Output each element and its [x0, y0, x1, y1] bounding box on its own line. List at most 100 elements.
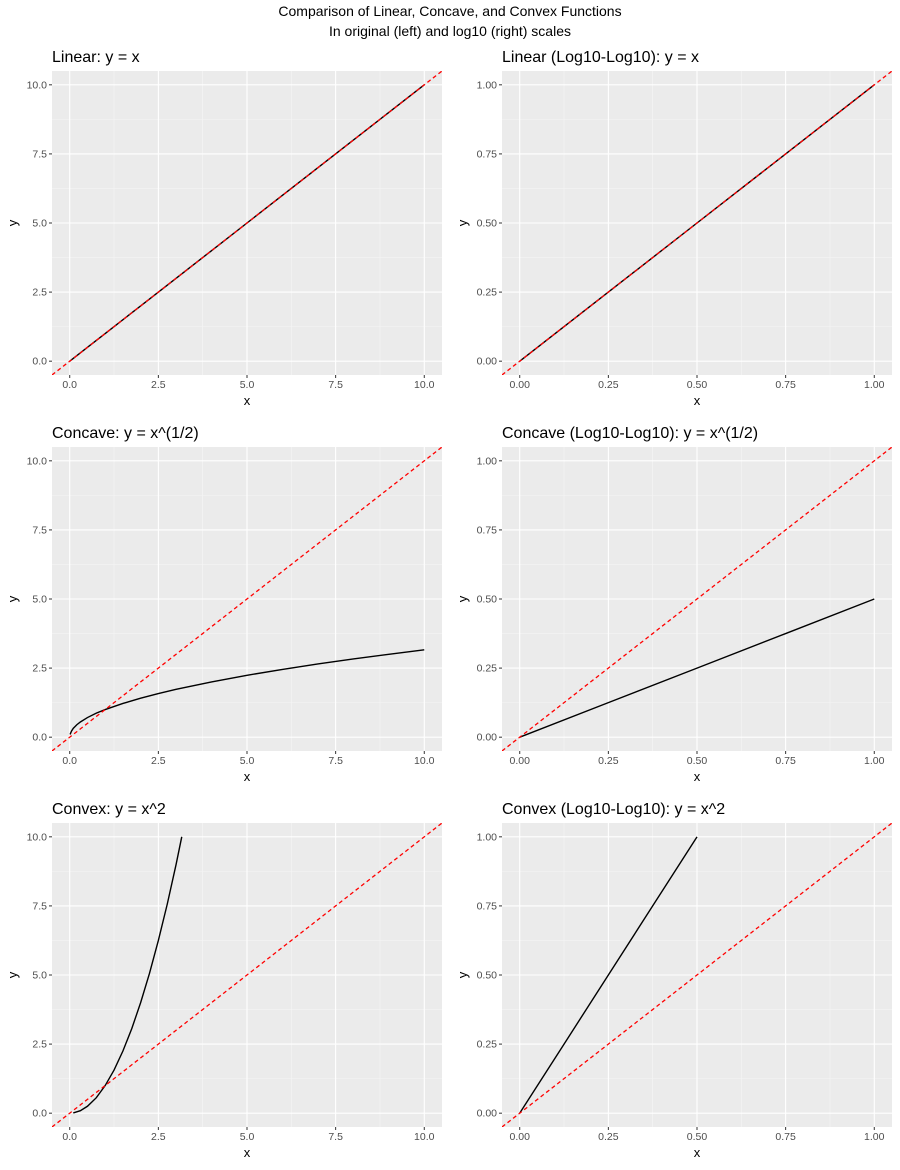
- y-tick-label: 0.25: [477, 663, 498, 675]
- x-tick-label: 0.0: [62, 755, 77, 767]
- y-tick-label: 1.00: [477, 831, 498, 843]
- y-axis-label: y: [5, 971, 20, 978]
- x-tick-label: 10.0: [414, 1131, 435, 1143]
- y-tick-label: 1.00: [477, 79, 498, 91]
- x-tick-label: 7.5: [328, 379, 343, 391]
- chart-title: Linear: y = x: [52, 49, 140, 66]
- reference-line-y-equals-x: [52, 447, 442, 751]
- x-tick-label: 0.50: [687, 755, 708, 767]
- y-tick-label: 0.75: [477, 148, 498, 160]
- x-tick-label: 5.0: [240, 1131, 255, 1143]
- y-tick-label: 0.50: [477, 970, 498, 982]
- figure-subtitle: In original (left) and log10 (right) sca…: [328, 23, 571, 39]
- x-tick-label: 10.0: [414, 379, 435, 391]
- y-tick-label: 0.50: [477, 594, 498, 606]
- y-axis-label: y: [455, 595, 470, 602]
- y-tick-label: 0.00: [477, 732, 498, 744]
- y-tick-label: 7.5: [32, 900, 47, 912]
- chart-panel-4: 0.00 0.25 0.50 0.75 1.00 0.00 0.25 0.50 0.75 1.00…: [455, 425, 892, 784]
- reference-line-y-equals-x: [52, 71, 442, 375]
- x-tick-label: 5.0: [240, 379, 255, 391]
- y-tick-label: 0.75: [477, 900, 498, 912]
- y-tick-label: 0.0: [32, 732, 47, 744]
- major-gridlines: [52, 447, 442, 751]
- x-tick-label: 0.0: [62, 379, 77, 391]
- y-tick-label: 7.5: [32, 524, 47, 536]
- y-tick-label: 7.5: [32, 148, 47, 160]
- y-tick-label: 0.0: [32, 1108, 47, 1120]
- y-tick-label: 5.0: [32, 594, 47, 606]
- chart-panel-3: 0.0 2.5 5.0 7.5 10.0 0.0 2.5 5.0 7.5 10.0 x y Concav…: [5, 425, 442, 784]
- x-tick-label: 0.00: [510, 379, 531, 391]
- x-axis-label: x: [244, 769, 251, 784]
- y-tick-label: 10.0: [27, 79, 48, 91]
- y-tick-label: 0.0: [32, 356, 47, 368]
- x-tick-label: 2.5: [151, 379, 166, 391]
- chart-panel-1: 0.0 2.5 5.0 7.5 10.0 0.0 2.5 5.0 7.5 10.0 x y Linear…: [5, 49, 442, 408]
- y-axis-label: y: [455, 971, 470, 978]
- y-tick-label: 10.0: [27, 831, 48, 843]
- x-tick-label: 7.5: [328, 755, 343, 767]
- y-tick-label: 10.0: [27, 455, 48, 467]
- x-tick-label: 7.5: [328, 1131, 343, 1143]
- y-axis-label: y: [455, 219, 470, 226]
- x-tick-label: 0.25: [598, 1131, 619, 1143]
- y-tick-label: 5.0: [32, 970, 47, 982]
- x-tick-label: 1.00: [864, 755, 885, 767]
- y-tick-label: 0.25: [477, 287, 498, 299]
- y-tick-label: 1.00: [477, 455, 498, 467]
- x-tick-label: 0.00: [510, 755, 531, 767]
- y-axis-label: y: [5, 595, 20, 602]
- data-series-line: [519, 598, 875, 738]
- chart-panel-5: 0.0 2.5 5.0 7.5 10.0 0.0 2.5 5.0 7.5 10.0 x y Convex…: [5, 801, 442, 1160]
- x-tick-label: 10.0: [414, 755, 435, 767]
- y-tick-label: 2.5: [32, 1039, 47, 1051]
- x-axis-label: x: [694, 1145, 701, 1160]
- data-series-line: [519, 836, 698, 1114]
- x-tick-label: 2.5: [151, 755, 166, 767]
- chart-panel-2: 0.00 0.25 0.50 0.75 1.00 0.00 0.25 0.50 0.75 1.00…: [455, 49, 892, 408]
- y-axis-label: y: [5, 219, 20, 226]
- x-axis-label: x: [244, 1145, 251, 1160]
- reference-line-y-equals-x: [502, 447, 892, 751]
- data-series-line: [69, 649, 425, 735]
- y-tick-label: 0.25: [477, 1039, 498, 1051]
- chart-panel-6: 0.00 0.25 0.50 0.75 1.00 0.00 0.25 0.50 0.75 1.00…: [455, 801, 892, 1160]
- x-tick-label: 0.0: [62, 1131, 77, 1143]
- y-tick-label: 0.75: [477, 524, 498, 536]
- x-axis-label: x: [694, 769, 701, 784]
- y-tick-label: 2.5: [32, 287, 47, 299]
- reference-line-y-equals-x: [502, 71, 892, 375]
- x-axis-label: x: [244, 393, 251, 408]
- reference-line-y-equals-x: [52, 823, 442, 1127]
- x-tick-label: 0.00: [510, 1131, 531, 1143]
- reference-line-y-equals-x: [502, 823, 892, 1127]
- major-gridlines: [502, 71, 892, 375]
- chart-title: Convex (Log10-Log10): y = x^2: [502, 801, 725, 818]
- major-gridlines: [502, 447, 892, 751]
- x-tick-label: 0.75: [775, 1131, 796, 1143]
- x-tick-label: 1.00: [864, 1131, 885, 1143]
- figure-title: Comparison of Linear, Concave, and Conve…: [278, 3, 622, 19]
- x-tick-label: 0.75: [775, 755, 796, 767]
- x-tick-label: 0.75: [775, 379, 796, 391]
- x-tick-label: 0.25: [598, 755, 619, 767]
- x-tick-label: 5.0: [240, 755, 255, 767]
- y-tick-label: 0.50: [477, 218, 498, 230]
- y-tick-label: 2.5: [32, 663, 47, 675]
- x-tick-label: 0.25: [598, 379, 619, 391]
- data-series-line: [73, 836, 183, 1114]
- y-tick-label: 5.0: [32, 218, 47, 230]
- y-tick-label: 0.00: [477, 356, 498, 368]
- x-tick-label: 1.00: [864, 379, 885, 391]
- x-tick-label: 2.5: [151, 1131, 166, 1143]
- x-axis-label: x: [694, 393, 701, 408]
- x-tick-label: 0.50: [687, 379, 708, 391]
- chart-title: Concave (Log10-Log10): y = x^(1/2): [502, 425, 758, 442]
- y-tick-label: 0.00: [477, 1108, 498, 1120]
- chart-title: Linear (Log10-Log10): y = x: [502, 49, 699, 66]
- chart-title: Concave: y = x^(1/2): [52, 425, 199, 442]
- x-tick-label: 0.50: [687, 1131, 708, 1143]
- chart-title: Convex: y = x^2: [52, 801, 166, 818]
